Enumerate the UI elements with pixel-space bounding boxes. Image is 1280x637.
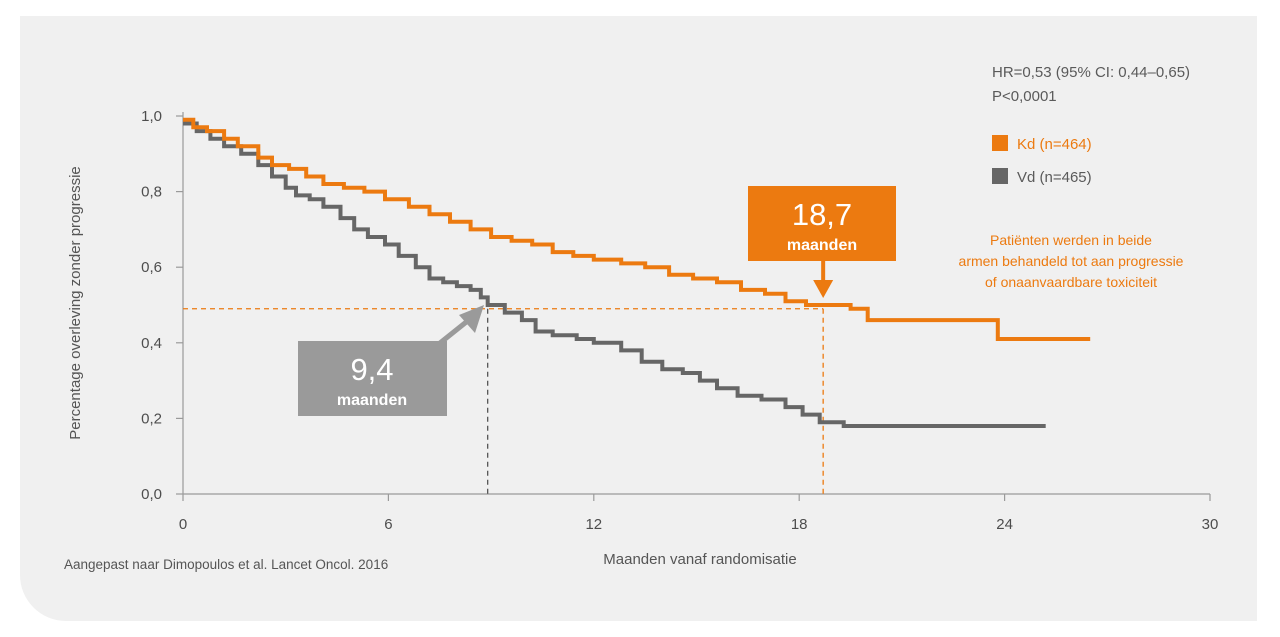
y-tick-label: 0,4 [141,335,162,352]
x-axis-label: Maanden vanaf randomisatie [603,551,796,568]
treatment-note-line-1: Patiënten werden in beide [990,232,1152,248]
y-tick-label: 0,8 [141,184,162,201]
hazard-ratio-text: HR=0,53 (95% CI: 0,44–0,65) [992,64,1190,81]
kd-median-box [748,186,896,261]
legend-swatch-vd [992,168,1008,184]
x-tick-label: 18 [791,516,808,533]
y-axis-label: Percentage overleving zonder progressie [67,166,84,440]
x-tick-label: 24 [996,516,1013,533]
treatment-note-line-2: armen behandeld tot aan progressie [959,253,1184,269]
y-tick-label: 1,0 [141,108,162,125]
vd-median-unit: maanden [337,392,407,409]
legend-label-vd: Vd (n=465) [1017,169,1092,186]
y-tick-label: 0,2 [141,410,162,427]
median-callouts: 18,7 maanden 9,4 maanden [298,186,896,416]
legend-label-kd: Kd (n=464) [1017,136,1092,153]
chart-panel [20,16,1257,621]
median-guides [183,308,824,494]
series-lines [183,117,1091,428]
y-tick-label: 0,0 [141,486,162,503]
x-tick-label: 12 [585,516,602,533]
kd-median-unit: maanden [787,237,857,254]
vd-callout-arrow-shaft [438,317,472,345]
x-tick-label: 6 [384,516,392,533]
x-tick-label: 0 [179,516,187,533]
p-value-text: P<0,0001 [992,88,1057,105]
kd-curve [183,117,1091,341]
vd-curve [183,121,1046,428]
source-citation: Aangepast naar Dimopoulos et al. Lancet … [64,557,388,572]
legend-swatch-kd [992,135,1008,151]
vd-callout-arrow-head [459,305,484,333]
kd-median-value: 18,7 [792,197,852,232]
axes: 0,0 0,2 0,4 0,6 0,8 1,0 0 6 12 18 24 30 [141,108,1218,533]
vd-median-value: 9,4 [350,352,393,387]
x-tick-label: 30 [1202,516,1219,533]
treatment-note-line-3: of onaanvaardbare toxiciteit [985,274,1157,290]
vd-median-box [298,341,447,416]
kd-callout-arrow-head [813,280,834,298]
y-tick-label: 0,6 [141,259,162,276]
